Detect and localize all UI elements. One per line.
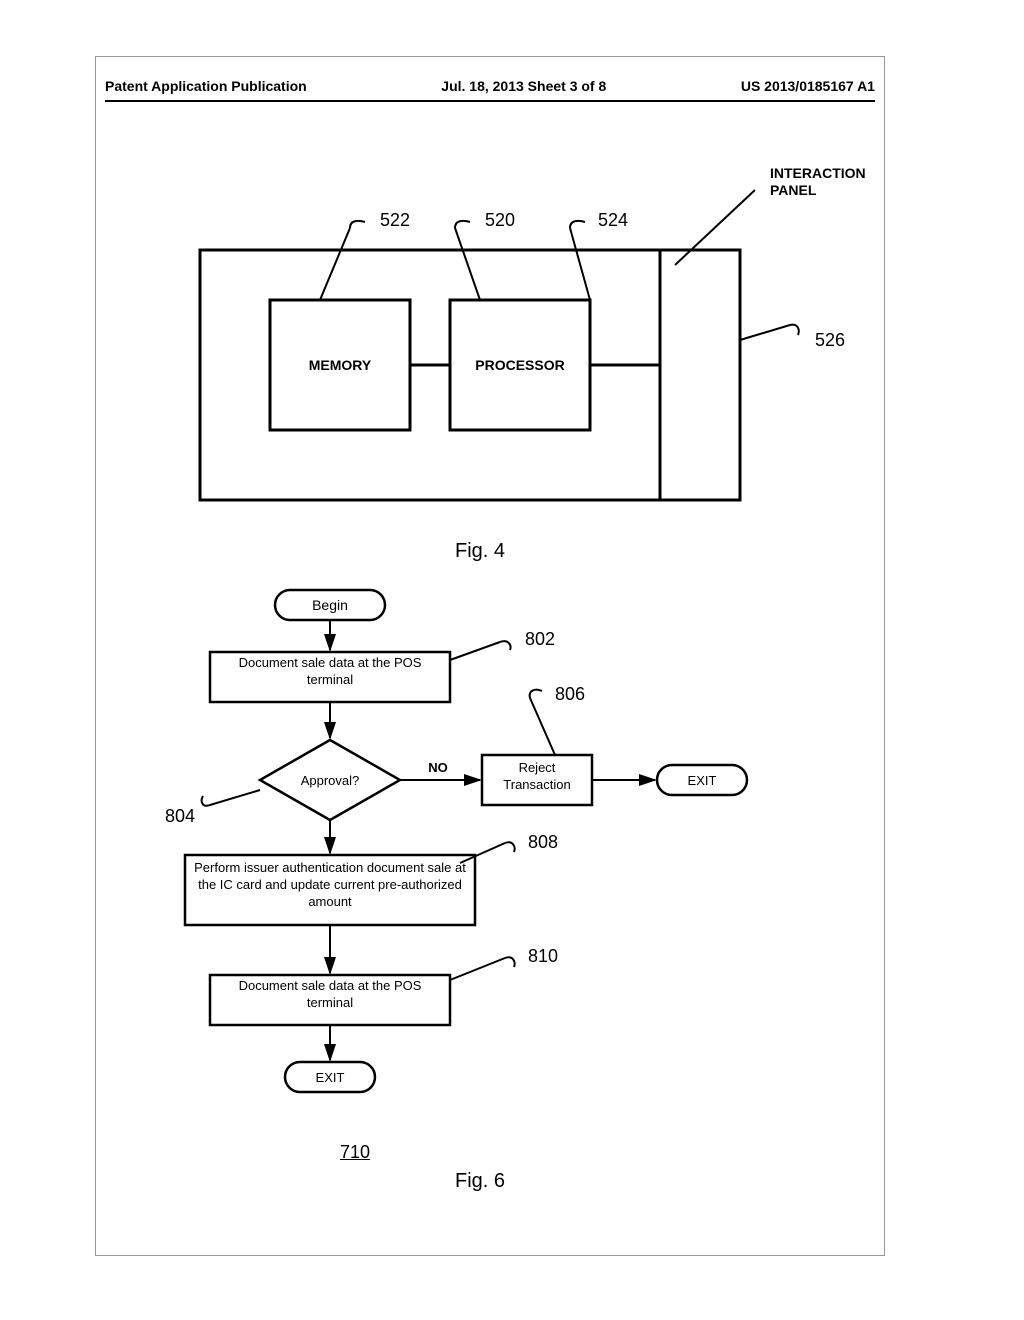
n806-label: Reject Transaction: [485, 760, 589, 794]
fig6-caption: Fig. 6: [455, 1170, 505, 1193]
processor-label: PROCESSOR: [475, 357, 564, 373]
ref-522: 522: [380, 210, 410, 231]
page-header: Patent Application Publication Jul. 18, …: [105, 78, 875, 94]
n804-label: Approval?: [301, 773, 360, 788]
memory-label: MEMORY: [309, 357, 372, 373]
ref-710: 710: [340, 1142, 370, 1163]
n802-label: Document sale data at the POS terminal: [215, 655, 445, 689]
ref-520: 520: [485, 210, 515, 231]
ref-808: 808: [528, 832, 558, 852]
begin-label: Begin: [312, 597, 348, 613]
ref-802: 802: [525, 629, 555, 649]
ref-806: 806: [555, 684, 585, 704]
fig4-diagram: MEMORY PROCESSOR: [160, 170, 880, 520]
n808-label: Perform issuer authentication document s…: [190, 860, 470, 911]
ref-526: 526: [815, 330, 845, 351]
header-rule: [105, 100, 875, 102]
ref-810: 810: [528, 946, 558, 966]
no-label: NO: [428, 760, 448, 775]
exit1-label: EXIT: [688, 773, 717, 788]
fig4-caption: Fig. 4: [455, 540, 505, 563]
ref-804: 804: [165, 806, 195, 826]
fig6-flowchart: Begin Document sale data at the POS term…: [160, 580, 880, 1150]
header-left: Patent Application Publication: [105, 78, 307, 94]
header-center: Jul. 18, 2013 Sheet 3 of 8: [441, 78, 606, 94]
interaction-panel-label: INTERACTION PANEL: [770, 165, 866, 199]
ref-524: 524: [598, 210, 628, 231]
header-right: US 2013/0185167 A1: [741, 78, 875, 94]
n810-label: Document sale data at the POS terminal: [215, 978, 445, 1012]
exit2-label: EXIT: [316, 1070, 345, 1085]
